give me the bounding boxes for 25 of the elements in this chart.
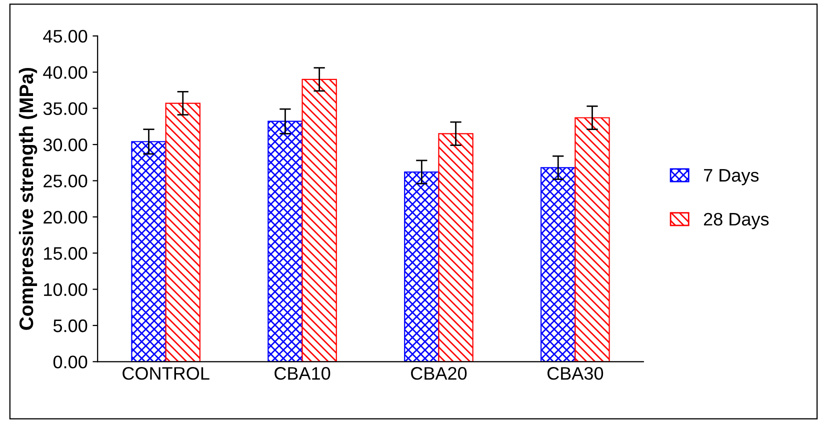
y-tick-label: 25.00 bbox=[44, 174, 88, 188]
x-tick-label: CBA30 bbox=[547, 367, 604, 380]
bar bbox=[302, 78, 337, 362]
legend-label: 7 Days bbox=[704, 169, 759, 186]
y-tick-label: 20.00 bbox=[44, 210, 88, 224]
bar bbox=[404, 171, 440, 362]
y-tick-label: 35.00 bbox=[43, 102, 88, 116]
bar bbox=[438, 133, 474, 362]
legend-label: 28 Days bbox=[704, 212, 769, 230]
y-tick-label: 45.00 bbox=[43, 30, 88, 43]
y-tick-label: 40.00 bbox=[43, 66, 88, 79]
bar bbox=[131, 141, 166, 362]
y-tick-label: 5.00 bbox=[53, 319, 88, 332]
y-tick-label: 10.00 bbox=[44, 283, 88, 296]
x-tick-label: CBA10 bbox=[274, 367, 330, 380]
y-tick-label: 0.00 bbox=[53, 356, 88, 368]
bar bbox=[165, 102, 200, 362]
x-tick-label: CONTROL bbox=[122, 367, 210, 380]
y-tick-label: 30.00 bbox=[43, 138, 88, 152]
x-tick-label: CBA20 bbox=[411, 367, 467, 380]
bar bbox=[268, 120, 303, 362]
bar bbox=[574, 117, 610, 362]
y-axis-title: Compressive strength (MPa) bbox=[18, 68, 38, 330]
bar bbox=[540, 167, 576, 362]
y-tick-label: 15.00 bbox=[44, 247, 88, 260]
